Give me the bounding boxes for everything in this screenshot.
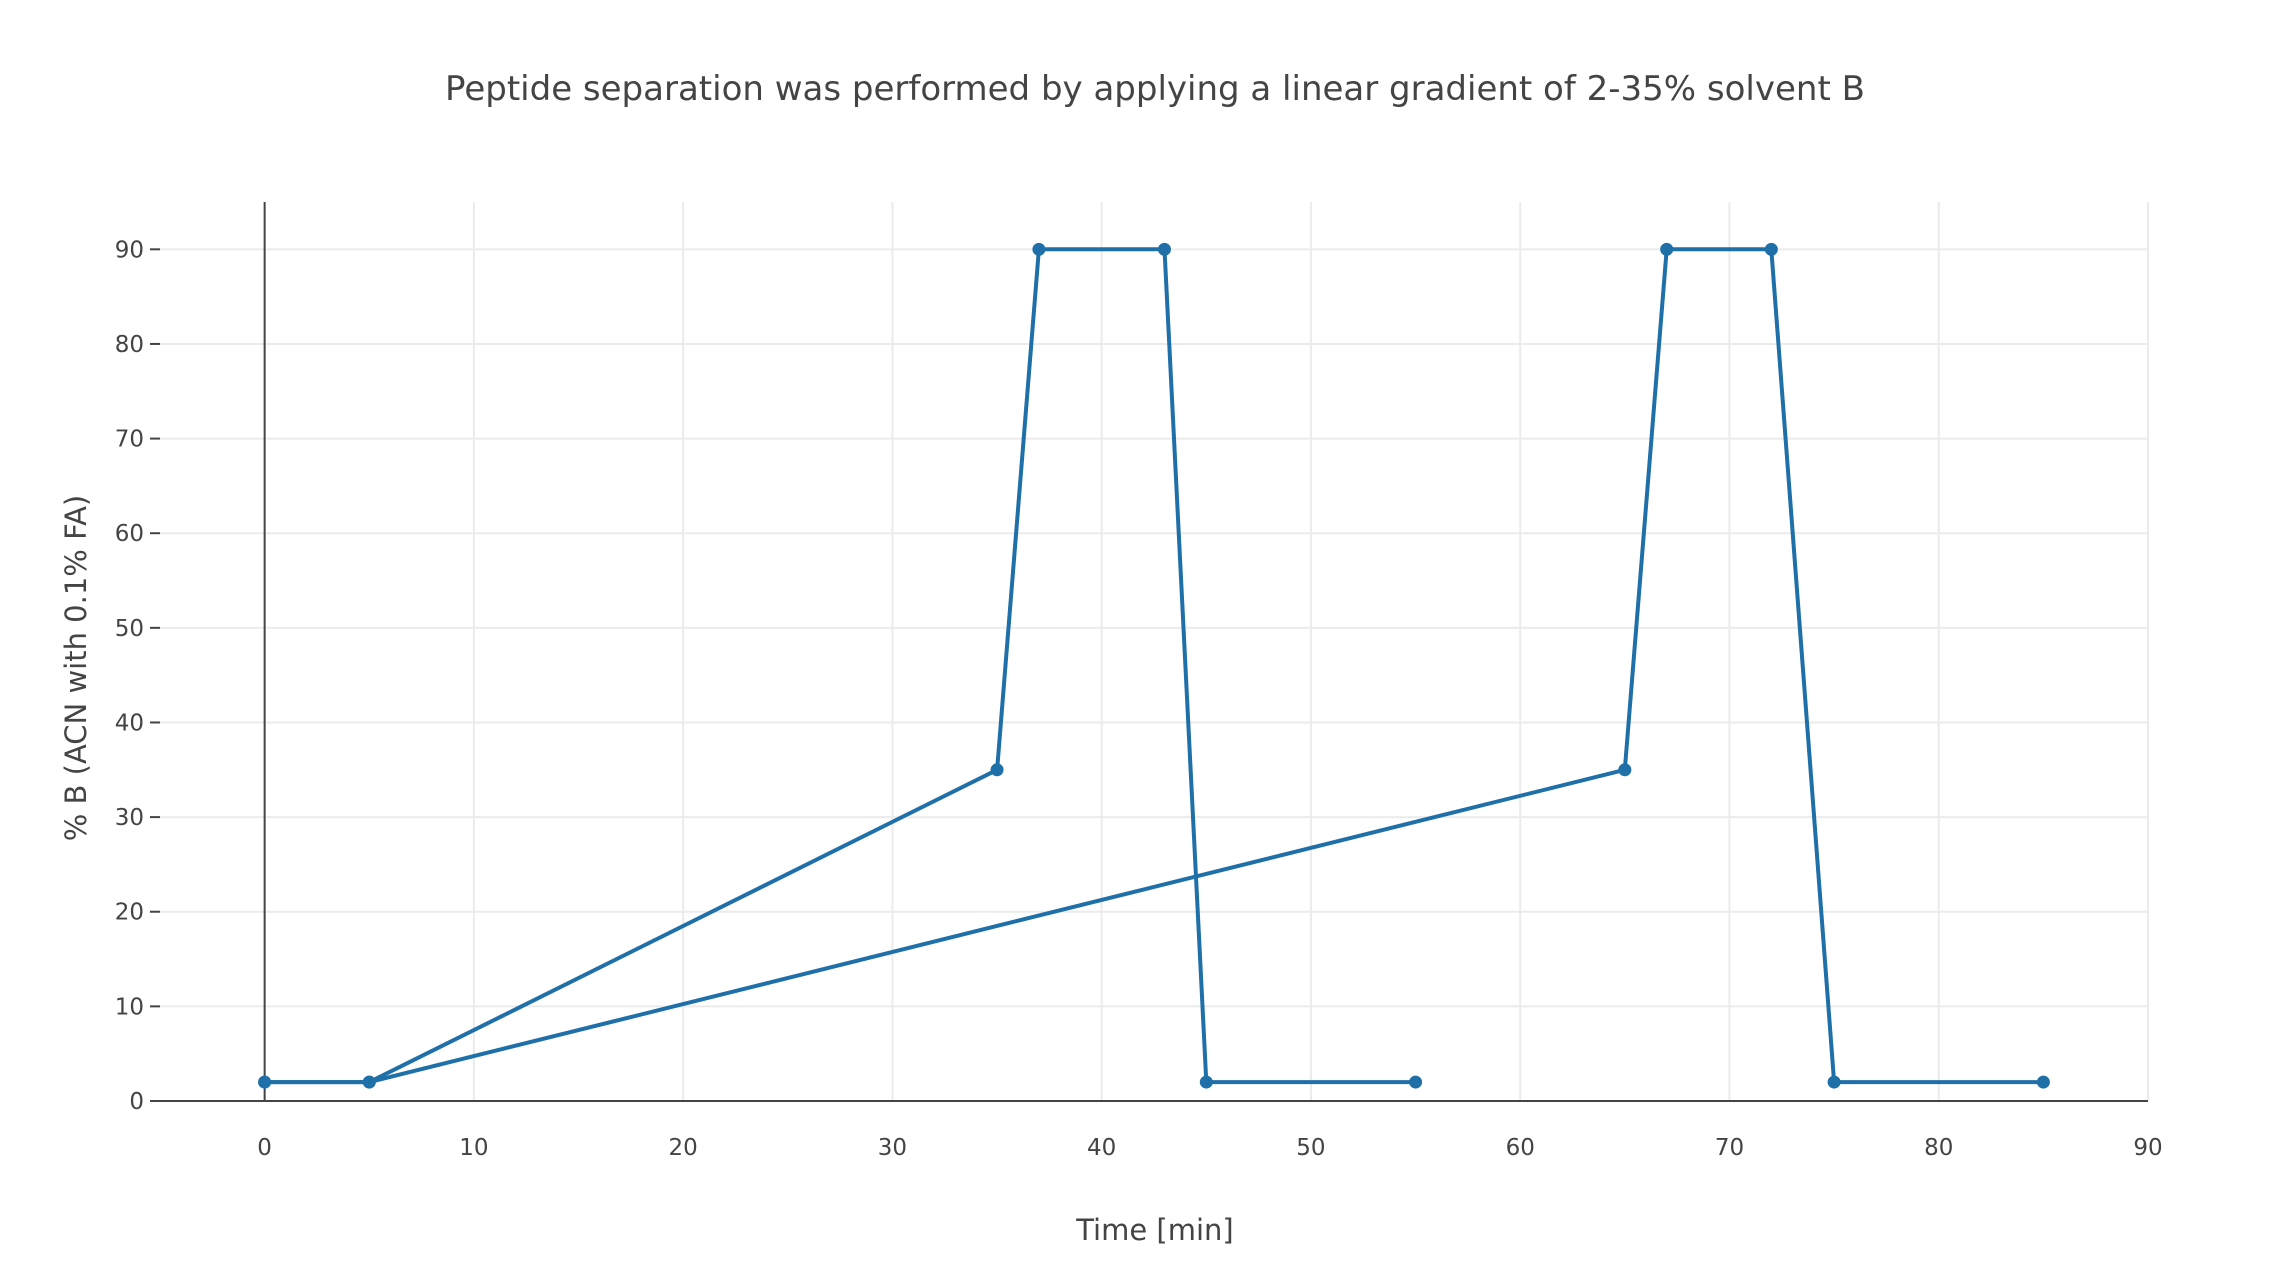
x-axis-title: Time [min] <box>1075 1213 1234 1247</box>
series-point <box>258 1075 272 1089</box>
series-point <box>1618 763 1632 777</box>
y-tick-label: 10 <box>115 994 144 1020</box>
y-tick-label: 50 <box>115 616 144 642</box>
y-tick-label: 30 <box>115 805 144 831</box>
y-tick-label: 20 <box>115 900 144 926</box>
x-tick-label: 80 <box>1924 1135 1953 1161</box>
x-tick-label: 30 <box>878 1135 907 1161</box>
axis-layer: 0 10 20 30 40 50 60 70 80 90 0 10 20 30 40 50 60 70 80 90 <box>115 202 2163 1161</box>
x-tick-label: 10 <box>459 1135 488 1161</box>
series-point <box>1157 242 1171 256</box>
grid-layer <box>160 202 2149 1101</box>
series-point <box>1199 1075 1213 1089</box>
series-point <box>1764 242 1778 256</box>
y-tick-label: 70 <box>115 427 144 453</box>
series-point <box>1032 242 1046 256</box>
y-axis-title: % B (ACN with 0.1% FA) <box>59 495 93 842</box>
series-point <box>1660 242 1674 256</box>
y-tick-label: 60 <box>115 521 144 547</box>
x-tick-label: 60 <box>1506 1135 1535 1161</box>
series-line-2 <box>264 247 2044 1085</box>
series-point <box>362 1075 376 1089</box>
y-tick-label: 80 <box>115 332 144 358</box>
series-point <box>1409 1075 1423 1089</box>
series-point <box>990 763 1004 777</box>
x-tick-label: 50 <box>1296 1135 1325 1161</box>
x-tick-label: 40 <box>1087 1135 1116 1161</box>
x-tick-label: 90 <box>2133 1135 2162 1161</box>
chart-title: Peptide separation was performed by appl… <box>445 69 1865 109</box>
series-layer <box>258 242 2050 1089</box>
x-tick-label: 20 <box>669 1135 698 1161</box>
x-tick-label: 70 <box>1715 1135 1744 1161</box>
series-point <box>2036 1075 2050 1089</box>
y-tick-label: 90 <box>115 237 144 263</box>
y-tick-label: 40 <box>115 710 144 736</box>
series-line-1 <box>264 247 1416 1085</box>
series-point <box>1827 1075 1841 1089</box>
y-tick-label: 0 <box>129 1089 144 1115</box>
x-tick-label: 0 <box>257 1135 272 1161</box>
